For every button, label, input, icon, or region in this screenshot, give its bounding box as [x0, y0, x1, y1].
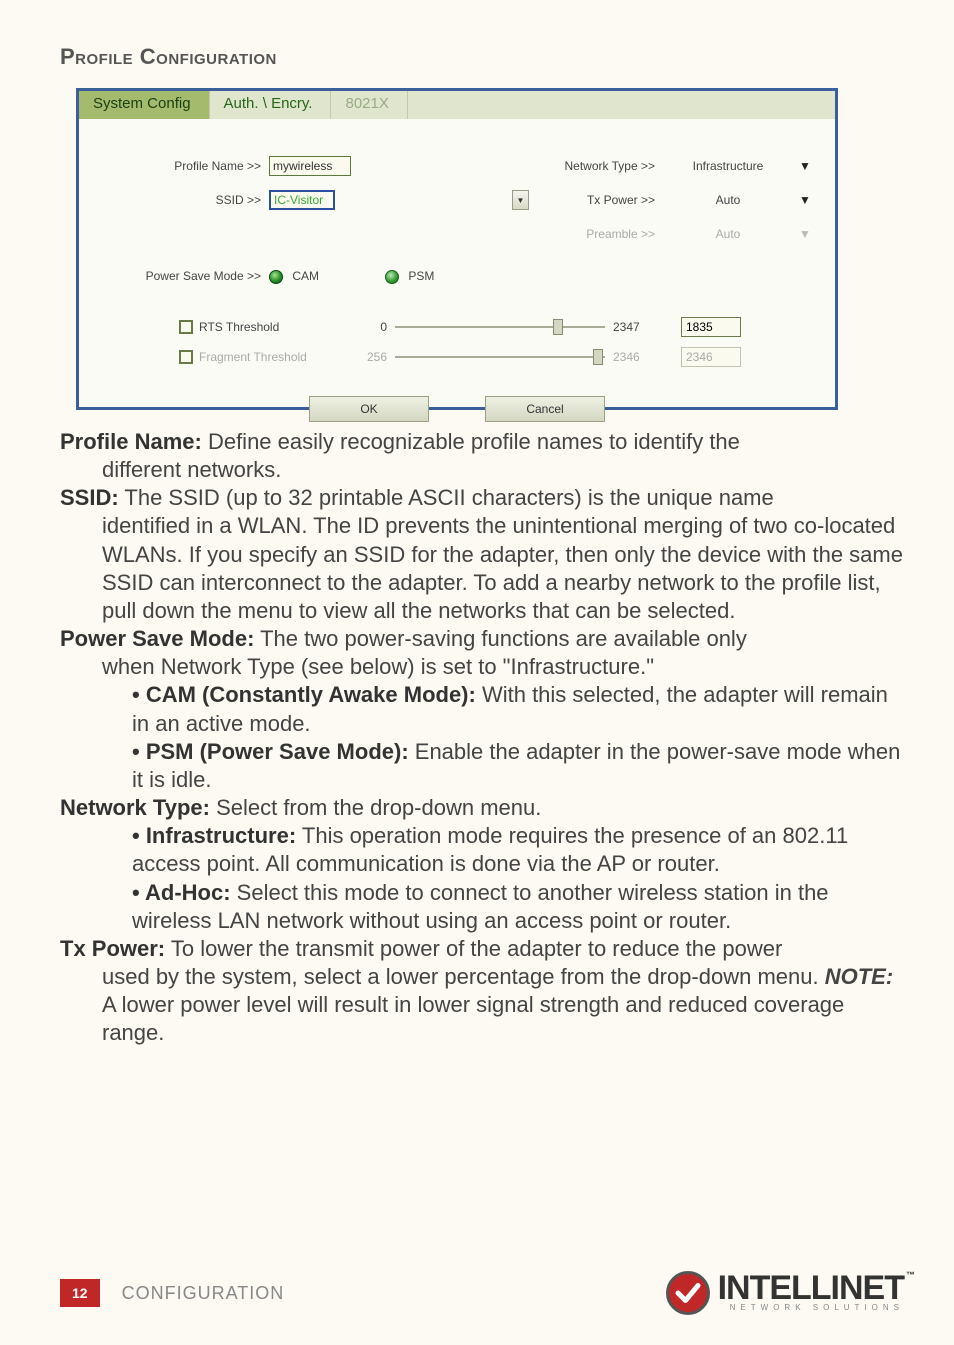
network-type-value[interactable]: Infrastructure	[663, 159, 793, 173]
network-type-dropdown-icon[interactable]: ▼	[793, 159, 817, 173]
radio-off-icon	[385, 270, 399, 284]
slider-thumb	[593, 349, 603, 365]
radio-on-icon	[269, 270, 283, 284]
footer-section-label: CONFIGURATION	[122, 1283, 285, 1304]
check-icon	[666, 1271, 710, 1315]
psm-psm-label: PSM	[408, 269, 434, 283]
tx-power-value[interactable]: Auto	[663, 193, 793, 207]
tab-auth-encry[interactable]: Auth. \ Encry.	[210, 91, 332, 119]
term-note: NOTE:	[825, 964, 893, 989]
desc-nt: Select from the drop-down menu.	[210, 795, 541, 820]
term-adhoc: • Ad-Hoc:	[132, 880, 231, 905]
page-number: 12	[60, 1279, 100, 1307]
term-tx-power: Tx Power:	[60, 936, 165, 961]
rts-slider[interactable]	[395, 319, 605, 335]
desc-profile-1: Define easily recognizable profile names…	[202, 429, 740, 454]
term-psm2: • PSM (Power Save Mode):	[132, 739, 409, 764]
page-title: Profile Configuration	[60, 44, 904, 70]
cancel-button[interactable]: Cancel	[485, 396, 605, 422]
slider-track	[395, 326, 605, 328]
logo: INTELLINET™ NETWORK SOLUTIONS	[666, 1271, 904, 1315]
frag-slider	[395, 349, 605, 365]
psm-option-psm[interactable]: PSM	[385, 269, 434, 284]
tx-power-dropdown-icon[interactable]: ▼	[793, 193, 817, 207]
desc-txp-1: To lower the transmit power of the adapt…	[165, 936, 782, 961]
desc-txp-2b: A lower power level will result in lower…	[102, 992, 844, 1045]
tx-power-label: Tx Power >>	[533, 193, 663, 207]
rts-value-input[interactable]	[681, 317, 741, 337]
desc-adh: Select this mode to connect to another w…	[132, 880, 829, 933]
frag-max: 2346	[613, 350, 663, 364]
network-type-label: Network Type >>	[533, 159, 663, 173]
frag-value-input	[681, 347, 741, 367]
desc-psm-2: when Network Type (see below) is set to …	[60, 653, 904, 681]
ssid-dropdown-icon[interactable]: ▼	[512, 190, 529, 210]
psm-cam-label: CAM	[292, 269, 319, 283]
preamble-value: Auto	[663, 227, 793, 241]
preamble-label: Preamble >>	[533, 227, 663, 241]
desc-txp-2a: used by the system, select a lower perce…	[102, 964, 825, 989]
page-footer: 12 CONFIGURATION INTELLINET™ NETWORK SOL…	[60, 1271, 904, 1315]
logo-text: INTELLINET™	[718, 1274, 904, 1303]
psm-option-cam[interactable]: CAM	[269, 269, 319, 284]
ssid-label: SSID >>	[103, 193, 269, 207]
slider-track	[395, 356, 605, 358]
desc-profile-2: different networks.	[60, 456, 904, 484]
term-infrastructure: • Infrastructure:	[132, 823, 296, 848]
rts-min: 0	[339, 320, 387, 334]
tab-8021x: 8021X	[331, 91, 407, 119]
panel-body: Profile Name >> Network Type >> Infrastr…	[79, 119, 835, 407]
rts-label: RTS Threshold	[199, 320, 339, 334]
frag-min: 256	[339, 350, 387, 364]
term-psm: Power Save Mode:	[60, 626, 254, 651]
slider-thumb[interactable]	[553, 319, 563, 335]
ssid-input[interactable]	[269, 190, 335, 210]
frag-label: Fragment Threshold	[199, 350, 339, 364]
tab-bar: System Config Auth. \ Encry. 8021X	[79, 91, 835, 119]
term-cam: • CAM (Constantly Awake Mode):	[132, 682, 476, 707]
desc-ssid-1: The SSID (up to 32 printable ASCII chara…	[119, 485, 774, 510]
psm-label: Power Save Mode >>	[103, 269, 269, 283]
term-profile-name: Profile Name:	[60, 429, 202, 454]
rts-checkbox[interactable]	[179, 320, 193, 334]
profile-name-label: Profile Name >>	[103, 159, 269, 173]
description-text: Profile Name: Define easily recognizable…	[60, 428, 904, 1047]
tab-system-config[interactable]: System Config	[79, 91, 210, 119]
desc-ssid-2: identified in a WLAN. The ID prevents th…	[60, 512, 904, 625]
desc-psm-1: The two power-saving functions are avail…	[254, 626, 746, 651]
term-ssid: SSID:	[60, 485, 119, 510]
config-panel: System Config Auth. \ Encry. 8021X Profi…	[76, 88, 838, 410]
profile-name-input[interactable]	[269, 156, 351, 176]
preamble-dropdown-icon: ▼	[793, 227, 817, 241]
frag-checkbox[interactable]	[179, 350, 193, 364]
ok-button[interactable]: OK	[309, 396, 429, 422]
term-network-type: Network Type:	[60, 795, 210, 820]
rts-max: 2347	[613, 320, 663, 334]
